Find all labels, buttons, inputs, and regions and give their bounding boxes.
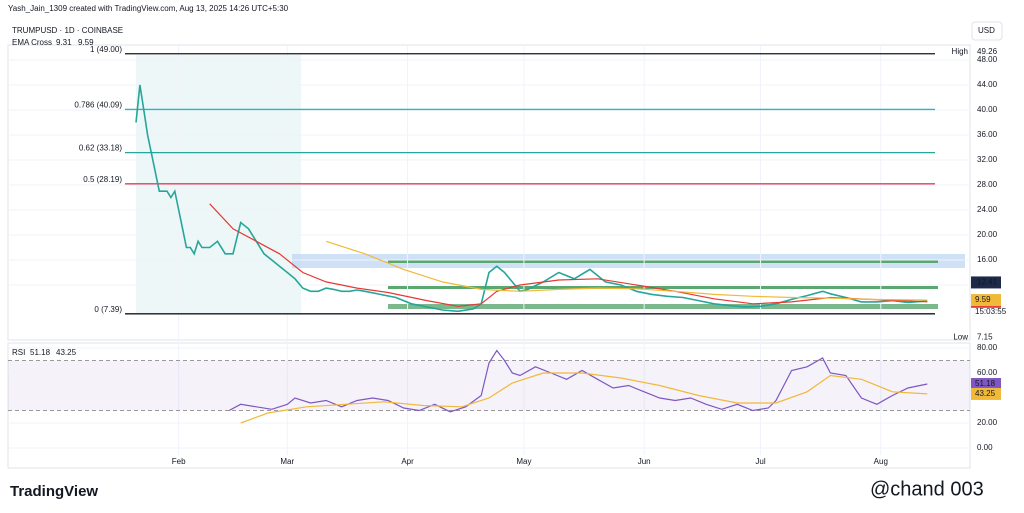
series-line — [228, 349, 928, 413]
y-tick-label: 20.00 — [977, 418, 998, 427]
fib-label: 0 (7.39) — [94, 305, 122, 314]
y-tick-label: 48.00 — [977, 55, 998, 64]
x-tick-label: May — [516, 457, 531, 466]
y-tick-label: 32.00 — [977, 155, 998, 164]
ema-slow-value: 9.59 — [78, 38, 94, 47]
series-line — [240, 372, 928, 424]
credit: Yash_Jain_1309 created with TradingView.… — [8, 4, 289, 13]
price-pane — [7, 44, 971, 341]
price-tag — [971, 276, 1001, 289]
y-tick-label: 40.00 — [977, 105, 998, 114]
series-line — [325, 240, 928, 301]
y-tick-label: 44.00 — [977, 80, 998, 89]
x-tick-label: Jul — [755, 457, 765, 466]
currency[interactable]: USD — [978, 26, 995, 35]
y-tick-label: 36.00 — [977, 130, 998, 139]
price-tag — [971, 294, 1001, 307]
y-tick-label: 24.00 — [977, 205, 998, 214]
price-tag-label: 7.15 — [977, 332, 993, 341]
price-tag-label: 12.41 — [977, 278, 998, 287]
price-tag — [971, 387, 1001, 400]
symbol: TRUMPUSD · 1D · COINBASE — [12, 26, 123, 35]
rsi-pane — [7, 342, 971, 469]
x-tick-label: Apr — [401, 457, 414, 466]
zone-line — [388, 286, 938, 289]
zone-line — [388, 260, 938, 263]
price-tag-label: 43.25 — [975, 389, 996, 398]
indicator: EMA Cross — [12, 38, 52, 47]
price-tag — [971, 378, 1001, 391]
x-tick-label: Aug — [874, 457, 888, 466]
rsi-value: 51.18 — [30, 348, 51, 357]
zone-line — [388, 304, 938, 309]
x-tick-label: Mar — [280, 457, 294, 466]
y-tick-label: 20.00 — [977, 230, 998, 239]
countdown: 15:03:55 — [975, 307, 1007, 316]
fib-label: 0.786 (40.09) — [74, 101, 122, 110]
y-tick-label: 60.00 — [977, 368, 998, 377]
y-tick-label: 80.00 — [977, 343, 998, 352]
series-line — [209, 203, 928, 307]
price-tag-name: Low — [953, 332, 968, 341]
price-tag-label: 49.26 — [977, 47, 998, 56]
watermark: @chand 003 — [870, 478, 984, 500]
rsi-band — [8, 360, 970, 411]
ema-fast-value: 9.31 — [56, 38, 72, 47]
series-line — [135, 84, 928, 313]
fib-label: 1 (49.00) — [90, 45, 122, 54]
currency-box[interactable] — [971, 21, 1003, 41]
x-tick-label: Feb — [172, 457, 186, 466]
y-tick-label: 16.00 — [977, 255, 998, 264]
rsi-ma-value: 43.25 — [56, 348, 77, 357]
fib-label: 0.5 (28.19) — [83, 175, 122, 184]
fib-label: 0.62 (33.18) — [79, 144, 122, 153]
x-tick-label: Jun — [638, 457, 651, 466]
price-tag-label: 9.59 — [975, 295, 991, 304]
y-tick-label: 0.00 — [977, 443, 993, 452]
rsi-title: RSI — [12, 348, 25, 357]
y-tick-label: 28.00 — [977, 180, 998, 189]
price-tag-name: High — [952, 47, 968, 56]
price-tag-label: 51.18 — [975, 379, 996, 388]
logo: TradingView — [10, 483, 98, 500]
